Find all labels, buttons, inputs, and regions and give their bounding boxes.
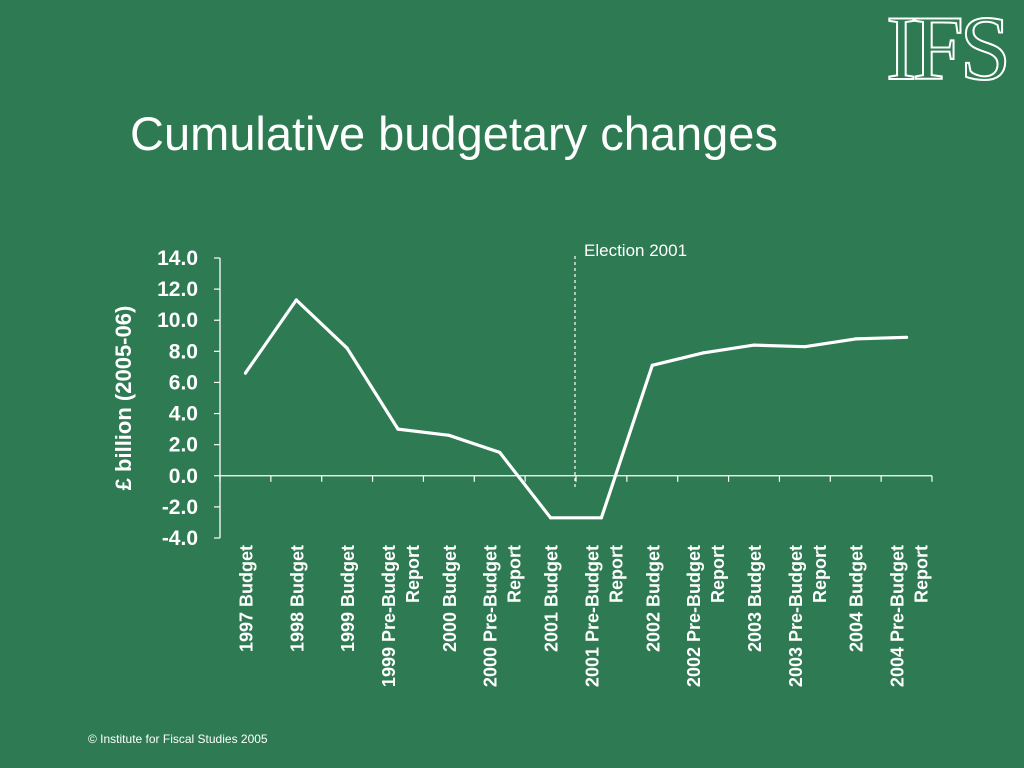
y-tick-label: 6.0 <box>169 371 198 394</box>
x-category-label: 2003 Budget <box>745 545 765 652</box>
y-tick-labels: 14.0 12.0 10.0 8.0 6.0 4.0 2.0 0.0 -2.0 -4.0 <box>157 247 198 550</box>
x-category-label-line: 2004 Pre-Budget <box>888 545 908 687</box>
annotations: Election 2001 <box>574 241 687 488</box>
data-point <box>599 516 604 520</box>
x-category-label-line: 1999 Budget <box>338 545 358 652</box>
data-point <box>650 363 654 367</box>
data-point <box>701 351 705 355</box>
chart-title: Cumulative budgetary changes <box>130 107 778 160</box>
x-category-label-line: Report <box>708 545 728 603</box>
x-category-label: 1999 Budget <box>338 545 358 652</box>
x-category-label: 2004 Budget <box>847 545 867 652</box>
y-tick-label: 14.0 <box>157 247 198 270</box>
y-tick-label: 10.0 <box>157 309 198 332</box>
data-point <box>396 427 400 431</box>
x-category-label: 2004 Pre-Budget Report <box>888 545 932 687</box>
x-category-label-line: 2000 Budget <box>440 545 460 652</box>
election-annotation-label: Election 2001 <box>584 241 687 260</box>
x-category-label: 2000 Pre-Budget Report <box>481 545 525 687</box>
x-category-label-line: 2001 Pre-Budget <box>582 545 602 687</box>
data-point <box>294 298 298 302</box>
y-tick-label: -4.0 <box>162 527 198 550</box>
x-category-label: 2003 Pre-Budget Report <box>786 545 830 687</box>
data-point <box>854 337 858 341</box>
series-line <box>243 298 909 520</box>
y-tick-label: 4.0 <box>169 403 198 426</box>
data-point <box>447 433 451 437</box>
x-category-labels: 1997 Budget 1998 Budget 1999 Budget 1999 Pr… <box>236 545 931 687</box>
x-category-label-line: 2004 Budget <box>847 545 867 652</box>
x-category-label-line: Report <box>606 545 626 603</box>
x-category-label: 2001 Pre-Budget Report <box>582 545 626 687</box>
data-point <box>904 335 909 339</box>
x-category-label-line: 1997 Budget <box>236 545 256 652</box>
x-category-label: 2001 Budget <box>542 545 562 652</box>
x-category-label-line: 1998 Budget <box>287 545 307 652</box>
x-category-label: 1997 Budget <box>236 545 256 652</box>
x-category-label-line: 2003 Pre-Budget <box>786 545 806 687</box>
y-tick-label: 0.0 <box>169 465 198 488</box>
chart-axes <box>214 257 933 539</box>
x-category-label-line: 2001 Budget <box>542 545 562 652</box>
x-category-label-line: 2000 Pre-Budget <box>481 545 501 687</box>
x-category-label-line: Report <box>912 545 932 603</box>
data-point <box>498 450 502 455</box>
data-point <box>548 516 553 520</box>
x-category-label-line: Report <box>810 545 830 603</box>
data-point <box>752 343 756 347</box>
data-point <box>803 345 807 349</box>
data-point <box>243 371 248 375</box>
ifs-logo: IFS <box>885 0 1012 99</box>
x-category-label-line: 2003 Budget <box>745 545 765 652</box>
x-category-label-line: 2002 Pre-Budget <box>684 545 704 687</box>
y-tick-label: 2.0 <box>169 434 198 457</box>
data-point <box>345 346 349 350</box>
x-category-label-line: 2002 Budget <box>643 545 663 652</box>
x-category-label-line: Report <box>403 545 423 603</box>
y-tick-label: -2.0 <box>162 496 198 519</box>
x-category-label: 2002 Budget <box>643 545 663 652</box>
x-category-label: 2000 Budget <box>440 545 460 652</box>
y-axis-label: £ billion (2005-06) <box>111 306 136 491</box>
x-category-label-line: Report <box>505 545 525 603</box>
x-category-label: 2002 Pre-Budget Report <box>684 545 728 687</box>
x-category-label: 1999 Pre-Budget Report <box>379 545 423 687</box>
copyright-footer: © Institute for Fiscal Studies 2005 <box>88 732 268 746</box>
series-line-path <box>244 298 907 520</box>
y-tick-label: 12.0 <box>157 278 198 301</box>
x-category-label: 1998 Budget <box>287 545 307 652</box>
y-tick-label: 8.0 <box>169 340 198 363</box>
x-category-label-line: 1999 Pre-Budget <box>379 545 399 687</box>
